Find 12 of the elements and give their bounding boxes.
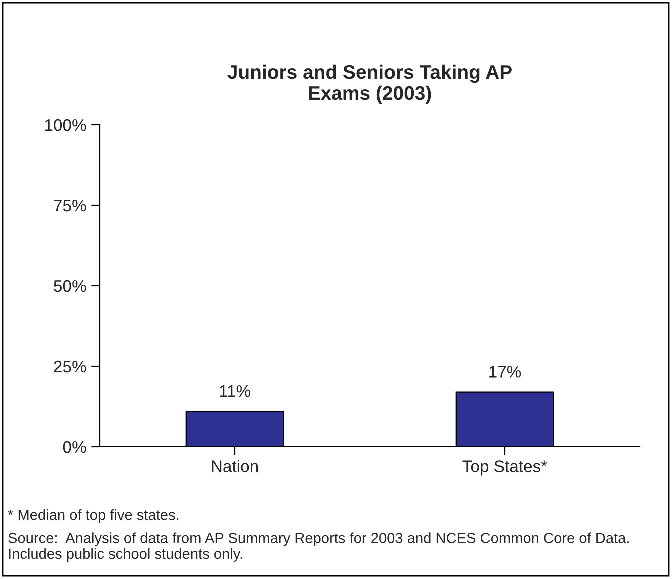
data-label: 17% — [490, 366, 522, 378]
y-tick-label: 75% — [54, 200, 86, 212]
text: * Median of top five states. — [8, 510, 179, 524]
x-tick-label: Top States* — [462, 460, 548, 476]
chart-title: Juniors and Seniors Taking AP Exams (2003) — [228, 64, 512, 104]
x-tick-label: Nation — [212, 460, 258, 472]
y-tick-label: 100% — [45, 119, 86, 132]
y-tick-label: 25% — [54, 360, 86, 373]
source-note: Source: Analysis of data from AP Summary Reports for 2003 and NCES Common Core of Data. Includes public school students only. — [8, 532, 629, 562]
y-tick-label: 0% — [63, 441, 86, 454]
data-label: 11% — [220, 385, 250, 398]
y-tick-label: 50% — [54, 280, 86, 292]
